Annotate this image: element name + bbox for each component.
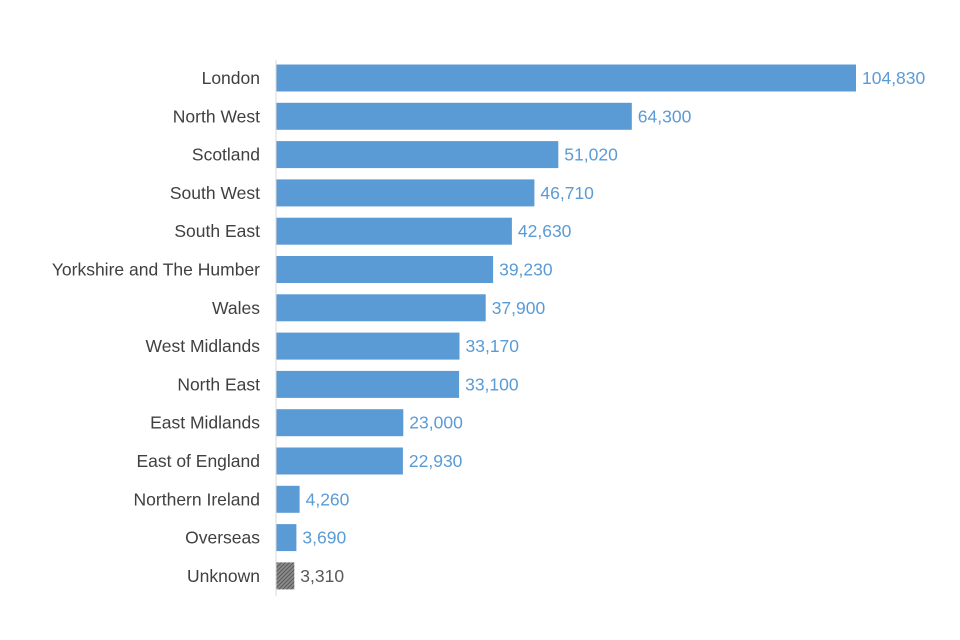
category-label: North East: [177, 374, 260, 394]
labels-layer: London 104,830 North West 64,300 Scotland 51,…: [52, 68, 926, 586]
category-label: West Midlands: [146, 336, 261, 356]
value-label: 3,310: [300, 566, 344, 586]
value-label: 22,930: [409, 451, 463, 471]
category-label: North West: [173, 106, 260, 126]
value-label: 51,020: [564, 145, 618, 165]
bar-unknown: [276, 562, 295, 590]
category-label: Wales: [212, 298, 260, 318]
bars-layer: [276, 64, 856, 590]
bar-overseas: [276, 524, 297, 552]
bar-yorkshire-and-the-humber: [276, 256, 494, 283]
value-label: 4,260: [306, 489, 350, 509]
category-label: Unknown: [187, 566, 260, 586]
category-label: Yorkshire and The Humber: [52, 260, 260, 280]
bar-south-west: [276, 179, 535, 207]
bar-northern-ireland: [276, 485, 300, 513]
bar-london: [276, 64, 856, 92]
bar-west-midlands: [276, 332, 460, 360]
value-label: 33,170: [466, 336, 520, 356]
category-label: Scotland: [192, 145, 260, 165]
bar-north-east: [276, 370, 460, 398]
bar-scotland: [276, 141, 559, 169]
category-label: East Midlands: [150, 413, 260, 433]
category-label: London: [202, 68, 260, 88]
value-label: 33,100: [465, 374, 519, 394]
value-label: 104,830: [862, 68, 926, 88]
value-label: 37,900: [492, 298, 546, 318]
bar-east-midlands: [276, 409, 404, 437]
category-label: Overseas: [185, 528, 260, 548]
value-label: 46,710: [540, 183, 594, 203]
bar-north-west: [276, 102, 632, 130]
value-label: 3,690: [302, 528, 346, 548]
bar-east-of-england: [276, 447, 403, 475]
category-label: Northern Ireland: [134, 489, 260, 509]
bar-south-east: [276, 217, 512, 245]
value-label: 23,000: [409, 413, 463, 433]
value-label: 42,630: [518, 221, 572, 241]
category-label: South West: [170, 183, 260, 203]
value-label: 39,230: [499, 260, 553, 280]
value-label: 64,300: [638, 106, 692, 126]
category-label: South East: [174, 221, 260, 241]
category-label: East of England: [136, 451, 260, 471]
bar-wales: [276, 294, 486, 322]
